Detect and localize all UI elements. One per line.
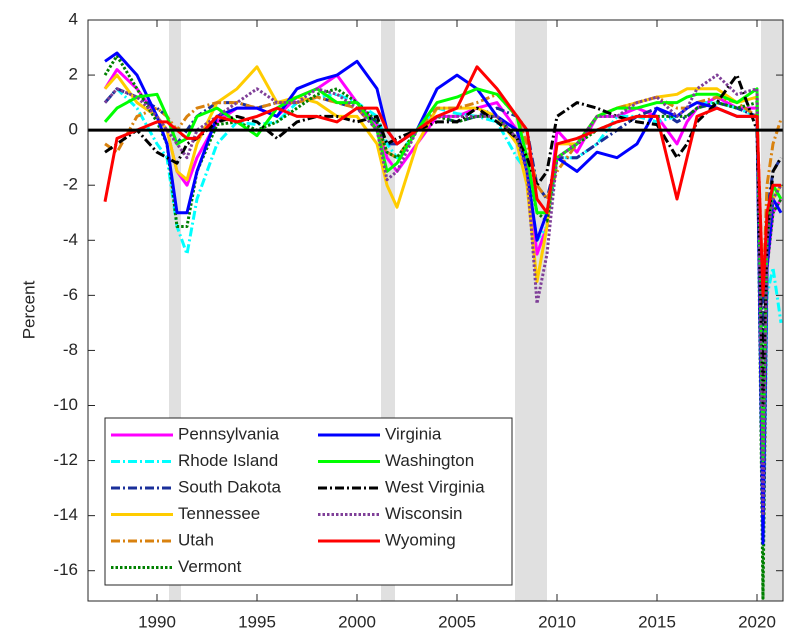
legend-box [104,417,513,586]
y-tick-label: -12 [53,450,78,469]
legend-label: Rhode Island [178,451,278,470]
series-line [103,68,783,518]
legend-label: South Dakota [178,477,282,496]
x-tick-label: 2005 [438,612,476,631]
y-tick-label: -4 [63,230,78,249]
y-tick-label: -14 [53,505,78,524]
legend-label: Pennsylvania [178,424,280,443]
legend-label: Wisconsin [385,504,462,523]
y-tick-label: 2 [69,65,78,84]
legend-label: Tennessee [178,504,260,523]
y-tick-label: -16 [53,560,78,579]
recession-band [515,20,547,601]
series-line [103,65,781,297]
plot-lines [103,51,783,600]
legend-label: Virginia [385,424,442,443]
plot-frame [87,19,784,602]
series-line [103,73,783,518]
y-tick-label: -10 [53,395,78,414]
x-tick-label: 1995 [238,612,276,631]
legend-label: West Virginia [385,477,485,496]
y-tick-label: -8 [63,340,78,359]
x-tick-label: 1990 [138,612,176,631]
y-tick-label: 4 [69,9,78,28]
series-line [103,54,783,600]
x-tick-label: 2010 [538,612,576,631]
y-tick-label: -2 [63,175,78,194]
legend-label: Vermont [178,557,242,576]
x-tick-label: 2000 [338,612,376,631]
series-line [103,65,783,518]
series-line [104,92,783,297]
legend-label: Utah [178,530,214,549]
y-tick-label: -6 [63,285,78,304]
y-axis-label: Percent [19,280,38,339]
series-line [104,51,783,545]
legend-label: Washington [385,451,474,470]
x-tick-label: 2020 [738,612,776,631]
legend-label: Wyoming [385,530,456,549]
x-tick-label: 2015 [638,612,676,631]
y-tick-label: 0 [69,120,78,139]
